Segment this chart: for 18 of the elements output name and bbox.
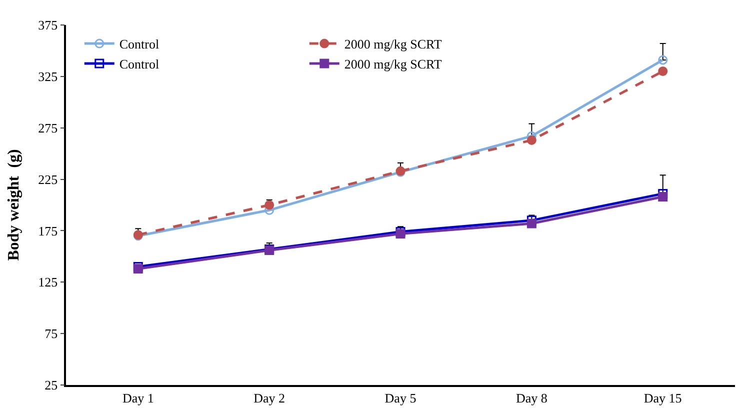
x-tick-label: Day 5 [384,390,416,406]
x-tick-label: Day 15 [644,390,682,406]
y-tick-label: 125 [38,274,58,290]
y-tick-label: 225 [38,172,58,187]
legend-label: 2000 mg/kg SCRT [344,36,442,52]
y-tick-label: 75 [44,326,58,342]
y-tick-label: 375 [38,18,58,33]
y-tick-label: 325 [38,68,58,84]
x-tick-label: Day 8 [516,390,548,406]
legend-label: Control [119,36,160,52]
y-tick-label: 275 [38,120,58,136]
legend-label: Control [119,56,160,72]
x-tick-label: Day 1 [122,390,154,406]
x-tick-label: Day 2 [254,390,286,406]
y-tick-label: 175 [38,223,58,238]
y-tick-label: 25 [44,378,58,393]
legend-label: 2000 mg/kg SCRT [344,56,442,72]
y-axis-title: Body weight (g) [6,149,23,261]
